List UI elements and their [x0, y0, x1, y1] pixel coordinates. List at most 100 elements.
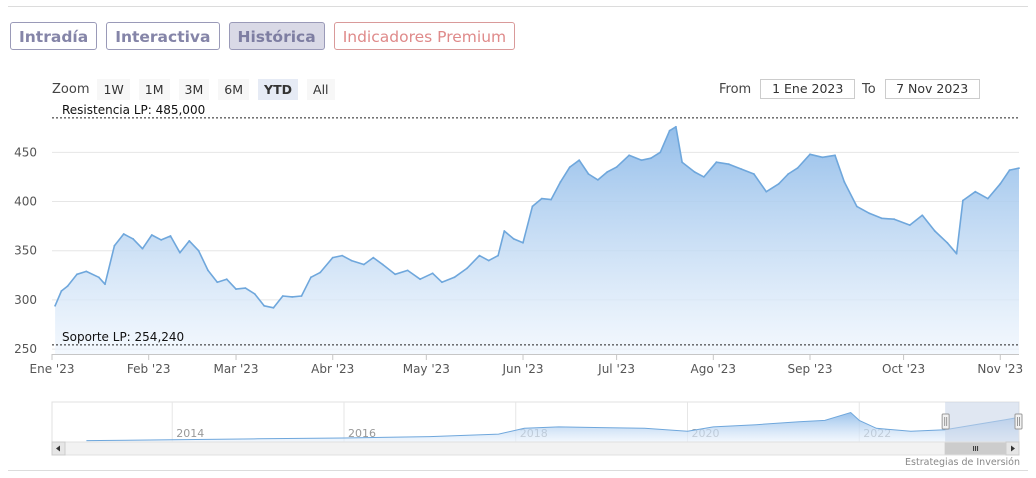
from-date-input[interactable] — [760, 79, 856, 99]
price-point — [962, 199, 964, 202]
price-point — [350, 259, 353, 262]
y-tick-label: 300 — [14, 293, 37, 307]
annotation-label: Soporte LP: 254,240 — [62, 330, 184, 344]
price-point — [179, 251, 181, 254]
price-point — [765, 190, 768, 193]
price-point — [522, 241, 524, 244]
zoom-6m-button[interactable]: 6M — [218, 79, 250, 100]
price-point — [715, 161, 718, 164]
price-point — [431, 272, 434, 275]
tab-indicadores-premium[interactable]: Indicadores Premium — [333, 22, 516, 50]
price-point — [921, 214, 924, 217]
price-point — [681, 161, 683, 164]
price-point — [693, 171, 696, 173]
y-tick-label: 250 — [14, 342, 37, 356]
x-tick-label: Mar '23 — [214, 362, 259, 376]
price-point — [821, 156, 824, 159]
price-point — [104, 283, 106, 286]
tab-historica[interactable]: Histórica — [228, 22, 325, 50]
scrollbar[interactable] — [51, 441, 1020, 456]
price-point — [381, 263, 384, 266]
y-tick-label: 400 — [14, 195, 37, 209]
series-layer — [54, 125, 1020, 354]
x-tick-label: Ene '23 — [30, 362, 75, 376]
price-point — [659, 151, 662, 154]
navigator-handle[interactable] — [1014, 413, 1023, 430]
price-area — [55, 126, 1020, 354]
price-point — [150, 234, 153, 236]
to-date-input[interactable] — [884, 79, 980, 99]
price-point — [97, 276, 100, 279]
navigator-year-label: 2014 — [176, 427, 204, 440]
zoom-1w-button[interactable]: 1W — [97, 79, 130, 100]
x-tick-label: Jun '23 — [501, 362, 543, 376]
price-point — [606, 171, 609, 173]
price-point — [1018, 167, 1020, 170]
price-point — [188, 240, 191, 242]
price-point — [777, 182, 780, 185]
zoom-all-button[interactable]: All — [307, 79, 335, 100]
price-point — [453, 276, 456, 279]
price-point — [933, 230, 936, 232]
price-point — [272, 306, 275, 309]
navigator-selection — [945, 402, 1019, 442]
price-point — [753, 173, 755, 175]
chart-type-tabs: Intradía Interactiva Histórica Indicador… — [10, 22, 516, 50]
price-point — [225, 278, 228, 281]
price-point — [893, 218, 896, 221]
price-point — [703, 176, 705, 178]
price-point — [441, 281, 443, 284]
price-point — [132, 238, 135, 240]
zoom-selector: Zoom 1W 1M 3M 6M YTD All — [52, 79, 344, 100]
y-tick-label: 350 — [14, 244, 37, 258]
price-point — [76, 273, 78, 276]
x-axis: Ene '23 Feb '23 Mar '23 Abr '23 May '23 Jun '… — [30, 354, 1023, 376]
price-point — [550, 198, 552, 201]
price-point — [141, 247, 144, 250]
chart-credit: Estrategias de Inversión — [905, 457, 1020, 468]
tab-interactiva[interactable]: Interactiva — [106, 22, 220, 50]
zoom-label: Zoom — [52, 82, 90, 97]
navigator-handle[interactable] — [941, 413, 950, 430]
price-point — [160, 239, 163, 241]
bottom-divider — [8, 470, 1028, 471]
price-point — [466, 267, 468, 270]
price-point — [281, 295, 284, 297]
x-tick-label: Jul '23 — [597, 362, 635, 376]
price-point — [85, 270, 88, 273]
price-point — [868, 212, 871, 215]
price-point — [675, 125, 677, 128]
price-point — [244, 287, 247, 289]
price-point — [207, 269, 209, 272]
navigator[interactable]: 20142016201820202022 — [51, 401, 1023, 443]
price-point — [615, 166, 618, 169]
price-point — [497, 254, 499, 257]
price-point — [372, 256, 375, 259]
zoom-1m-button[interactable]: 1M — [138, 79, 170, 100]
price-point — [650, 157, 652, 160]
navigator-line — [86, 411, 1019, 442]
zoom-3m-button[interactable]: 3M — [178, 79, 210, 100]
price-point — [559, 181, 562, 183]
zoom-ytd-button[interactable]: YTD — [258, 79, 299, 100]
y-axis: 250 300 350 400 450 — [14, 145, 37, 356]
price-point — [809, 153, 811, 156]
price-point — [253, 293, 256, 295]
scroll-right-arrow-icon — [1011, 445, 1015, 452]
price-point — [986, 197, 989, 200]
navigator-year-label: 2016 — [348, 427, 376, 440]
date-range-to: To — [862, 79, 980, 99]
price-point — [169, 235, 172, 237]
price-point — [1008, 169, 1011, 172]
price-point — [640, 159, 643, 162]
x-tick-label: Nov '23 — [977, 362, 1023, 376]
price-point — [66, 285, 69, 287]
from-label: From — [719, 81, 752, 97]
x-tick-label: Oct '23 — [882, 362, 925, 376]
price-point — [540, 197, 543, 200]
price-point — [568, 166, 571, 169]
price-point — [908, 224, 911, 227]
tab-intradia[interactable]: Intradía — [10, 22, 98, 50]
price-point — [113, 244, 116, 247]
price-point — [310, 276, 312, 279]
